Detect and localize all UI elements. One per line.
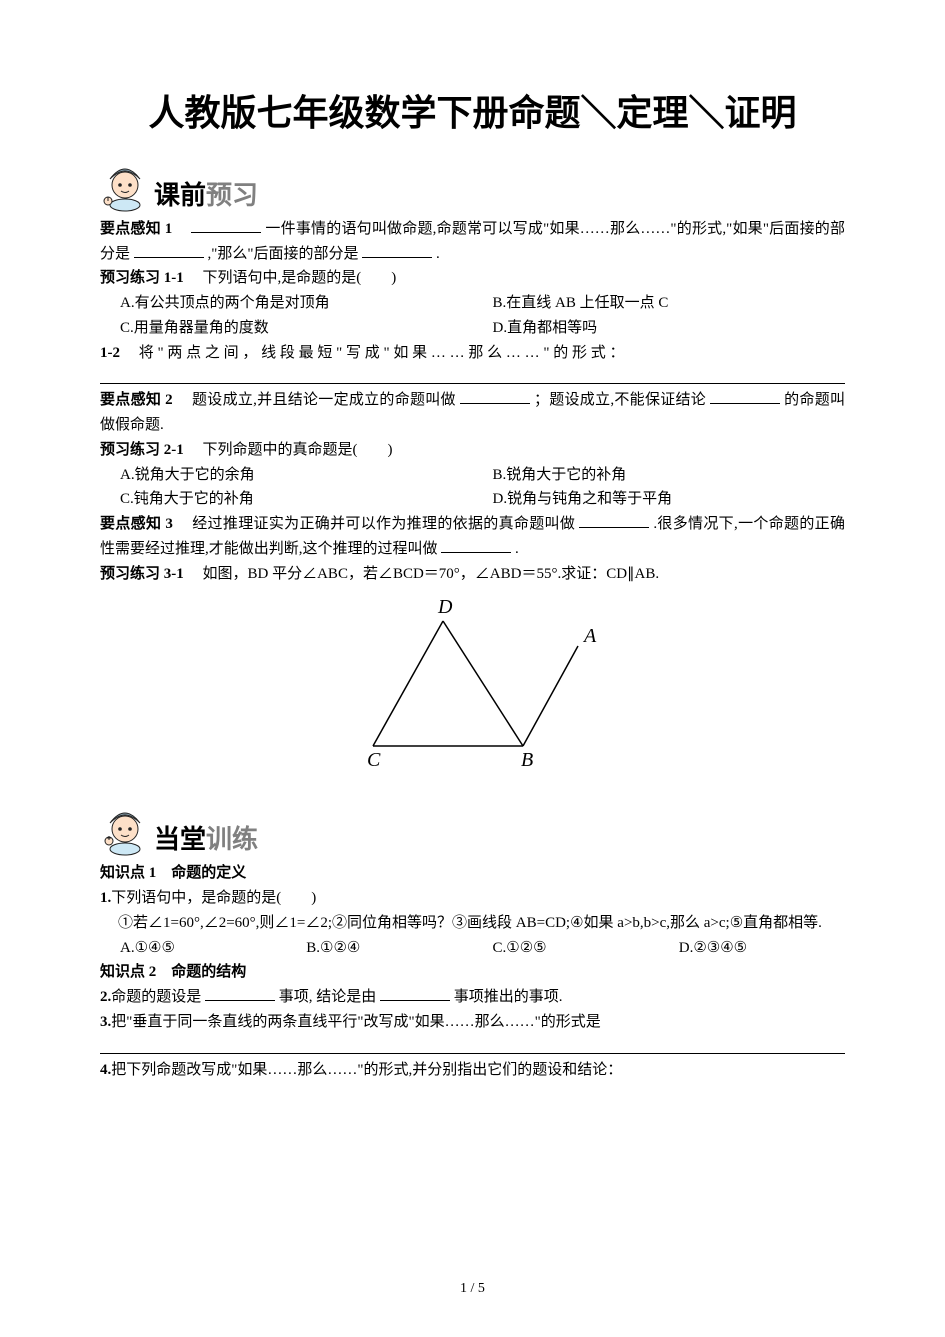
option-b: B.①②④ xyxy=(286,936,472,961)
section-label-main: 当堂 xyxy=(154,825,206,854)
option-d: D.②③④⑤ xyxy=(659,936,845,961)
blank xyxy=(380,985,450,1001)
q1-para: 1.下列语句中，是命题的是( ) xyxy=(100,886,845,911)
option-b: B.锐角大于它的补角 xyxy=(473,463,846,488)
yd3-text-a: 经过推理证实为正确并可以作为推理的依据的真命题叫做 xyxy=(192,516,575,532)
page-title: 人教版七年级数学下册命题＼定理＼证明 xyxy=(100,90,845,137)
svg-text:B: B xyxy=(521,749,533,766)
ex21-options: A.锐角大于它的余角 B.锐角大于它的补角 C.钝角大于它的补角 D.锐角与钝角… xyxy=(100,463,845,513)
option-b: B.在直线 AB 上任取一点 C xyxy=(473,291,846,316)
ex31-label: 预习练习 3-1 xyxy=(100,566,184,582)
blank xyxy=(191,217,261,233)
q2-text-c: 事项推出的事项. xyxy=(454,989,563,1005)
yd3-label: 要点感知 3 xyxy=(100,516,173,532)
section-label-main: 课前 xyxy=(154,181,206,210)
yd1-text-b: ,"那么"后面接的部分是 xyxy=(208,246,359,262)
yd2-para: 要点感知 2 题设成立,并且结论一定成立的命题叫做 ；题设成立,不能保证结论 的… xyxy=(100,388,845,438)
blank xyxy=(710,388,780,404)
q1-label: 1. xyxy=(100,890,111,906)
section-label-faded: 训练 xyxy=(206,825,258,854)
option-c: C.钝角大于它的补角 xyxy=(100,487,473,512)
q4-label: 4. xyxy=(100,1062,111,1078)
option-c: C.①②⑤ xyxy=(473,936,659,961)
blank-row xyxy=(100,365,845,384)
option-d: D.直角都相等吗 xyxy=(473,316,846,341)
ex12-para: 1-2 将 " 两 点 之 间 ， 线 段 最 短 " 写 成 " 如 果 … … xyxy=(100,341,845,366)
ex12-label: 1-2 xyxy=(100,345,120,361)
yd1-label: 要点感知 1 xyxy=(100,221,172,237)
kp1-label: 知识点 1 命题的定义 xyxy=(100,861,845,886)
blank xyxy=(205,985,275,1001)
blank xyxy=(441,537,511,553)
geometry-figure: D A C B xyxy=(100,596,845,771)
svg-text:C: C xyxy=(367,749,381,766)
blank xyxy=(579,512,649,528)
section-label-faded: 预习 xyxy=(206,181,258,210)
svg-text:D: D xyxy=(437,596,453,618)
option-d: D.锐角与钝角之和等于平角 xyxy=(473,487,846,512)
blank xyxy=(460,388,530,404)
ex11-para: 预习练习 1-1 下列语句中,是命题的是( ) xyxy=(100,266,845,291)
q4-text: 把下列命题改写成"如果……那么……"的形式,并分别指出它们的题设和结论： xyxy=(111,1062,622,1078)
cartoon-boy-icon xyxy=(100,157,150,212)
q4-para: 4.把下列命题改写成"如果……那么……"的形式,并分别指出它们的题设和结论： xyxy=(100,1058,845,1083)
option-a: A.①④⑤ xyxy=(100,936,286,961)
q2-text-a: 命题的题设是 xyxy=(111,989,201,1005)
ex31-text: 如图，BD 平分∠ABC，若∠BCD＝70°，∠ABD＝55°.求证：CD∥AB… xyxy=(203,566,660,582)
yd2-text-b: ；题设成立,不能保证结论 xyxy=(534,392,706,408)
option-c: C.用量角器量角的度数 xyxy=(100,316,473,341)
q1-stem: 下列语句中，是命题的是( ) xyxy=(111,890,316,906)
q3-label: 3. xyxy=(100,1014,111,1030)
yd1-para: 要点感知 1 一件事情的语句叫做命题,命题常可以写成"如果……那么……"的形式,… xyxy=(100,217,845,267)
q3-para: 3.把"垂直于同一条直线的两条直线平行"改写成"如果……那么……"的形式是 xyxy=(100,1010,845,1035)
q2-text-b: 事项, 结论是由 xyxy=(279,989,377,1005)
blank xyxy=(134,242,204,258)
q1-options: A.①④⑤ B.①②④ C.①②⑤ D.②③④⑤ xyxy=(100,936,845,961)
ex21-para: 预习练习 2-1 下列命题中的真命题是( ) xyxy=(100,438,845,463)
yd2-text-a: 题设成立,并且结论一定成立的命题叫做 xyxy=(192,392,456,408)
ex21-stem: 下列命题中的真命题是( ) xyxy=(203,442,393,458)
q3-text: 把"垂直于同一条直线的两条直线平行"改写成"如果……那么……"的形式是 xyxy=(111,1014,601,1030)
triangle-diagram: D A C B xyxy=(333,596,613,766)
yd3-para: 要点感知 3 经过推理证实为正确并可以作为推理的依据的真命题叫做 .很多情况下,… xyxy=(100,512,845,562)
yd1-text-c: . xyxy=(436,246,440,262)
ex11-options: A.有公共顶点的两个角是对顶角 B.在直线 AB 上任取一点 C C.用量角器量… xyxy=(100,291,845,341)
ex11-stem: 下列语句中,是命题的是( ) xyxy=(203,270,397,286)
q2-para: 2.命题的题设是 事项, 结论是由 事项推出的事项. xyxy=(100,985,845,1010)
blank xyxy=(362,242,432,258)
page-number: 1 / 5 xyxy=(0,1281,945,1297)
yd3-text-c: . xyxy=(515,541,519,557)
blank-row xyxy=(100,1035,845,1054)
ex31-para: 预习练习 3-1 如图，BD 平分∠ABC，若∠BCD＝70°，∠ABD＝55°… xyxy=(100,562,845,587)
q2-label: 2. xyxy=(100,989,111,1005)
kp2-label: 知识点 2 命题的结构 xyxy=(100,960,845,985)
yd2-label: 要点感知 2 xyxy=(100,392,173,408)
q1-items: ①若∠1=60°,∠2=60°,则∠1=∠2;②同位角相等吗？③画线段 AB=C… xyxy=(100,911,845,936)
svg-text:A: A xyxy=(582,625,597,647)
option-a: A.有公共顶点的两个角是对顶角 xyxy=(100,291,473,316)
section-label-practice: 当堂训练 xyxy=(154,819,258,856)
ex11-label: 预习练习 1-1 xyxy=(100,270,184,286)
ex12-text: 将 " 两 点 之 间 ， 线 段 最 短 " 写 成 " 如 果 … … 那 … xyxy=(139,345,625,361)
section-label-preview: 课前预习 xyxy=(154,175,258,212)
ex21-label: 预习练习 2-1 xyxy=(100,442,184,458)
section-header-practice: 当堂训练 xyxy=(100,801,845,856)
cartoon-boy-icon xyxy=(100,801,150,856)
option-a: A.锐角大于它的余角 xyxy=(100,463,473,488)
section-header-preview: 课前预习 xyxy=(100,157,845,212)
page: 人教版七年级数学下册命题＼定理＼证明 课前预习 要点感知 1 一件事情的语句叫做… xyxy=(0,0,945,1337)
